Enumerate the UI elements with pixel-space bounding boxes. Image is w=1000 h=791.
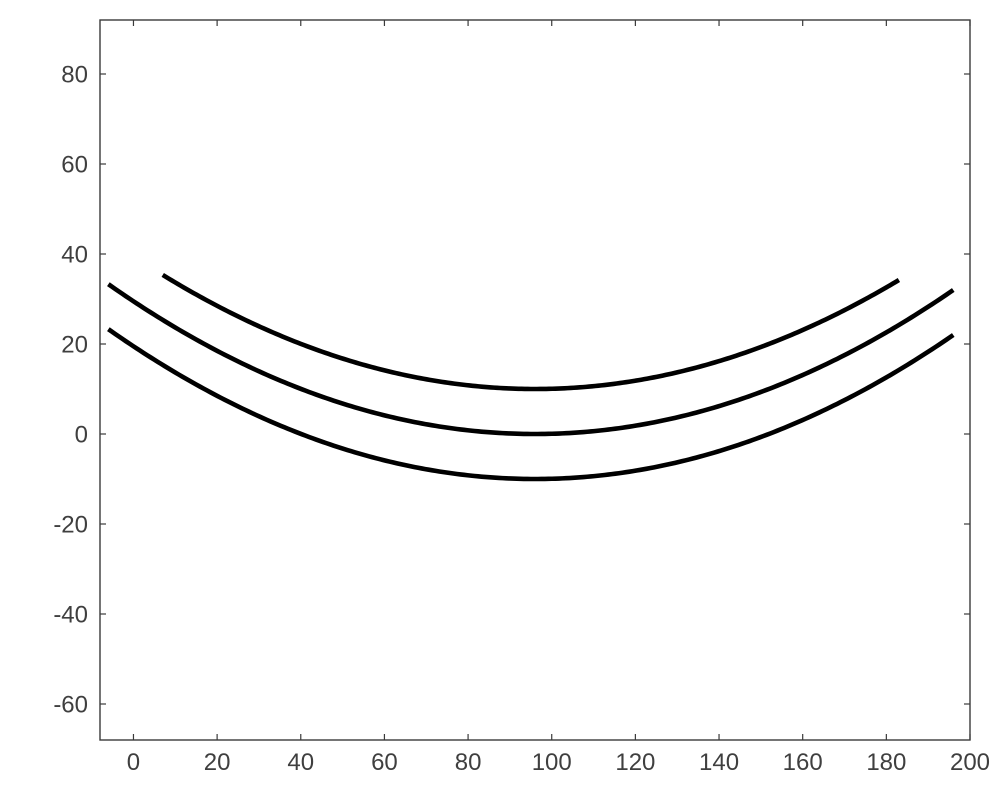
- x-tick-label: 140: [699, 749, 739, 776]
- plot-area-border: [100, 20, 970, 740]
- y-tick-label: 20: [61, 331, 88, 358]
- y-tick-label: 0: [75, 421, 88, 448]
- y-tick-label: 40: [61, 241, 88, 268]
- curve_top: [163, 275, 899, 389]
- x-tick-label: 80: [455, 749, 482, 776]
- x-tick-label: 60: [371, 749, 398, 776]
- y-tick-label: 80: [61, 61, 88, 88]
- y-tick-label: -40: [53, 601, 88, 628]
- chart-svg: 0 20 40 60 80 100 120 140 160 180 200 -60 -40 -20 0 20…: [0, 0, 1000, 791]
- curves-group: [108, 275, 953, 479]
- x-axis-tick-labels: 0 20 40 60 80 100 120 140 160 180 200: [127, 749, 990, 776]
- x-tick-label: 20: [204, 749, 231, 776]
- x-tick-label: 100: [532, 749, 572, 776]
- x-tick-label: 0: [127, 749, 140, 776]
- x-axis-ticks: [133, 20, 970, 740]
- x-tick-label: 200: [950, 749, 990, 776]
- y-tick-label: -60: [53, 691, 88, 718]
- x-tick-label: 120: [615, 749, 655, 776]
- chart-container: 0 20 40 60 80 100 120 140 160 180 200 -60 -40 -20 0 20…: [0, 0, 1000, 791]
- x-tick-label: 180: [866, 749, 906, 776]
- x-tick-label: 160: [783, 749, 823, 776]
- y-tick-label: -20: [53, 511, 88, 538]
- curve_bottom: [108, 329, 953, 479]
- x-tick-label: 40: [287, 749, 314, 776]
- y-axis-tick-labels: -60 -40 -20 0 20 40 60 80: [53, 61, 88, 718]
- y-tick-label: 60: [61, 151, 88, 178]
